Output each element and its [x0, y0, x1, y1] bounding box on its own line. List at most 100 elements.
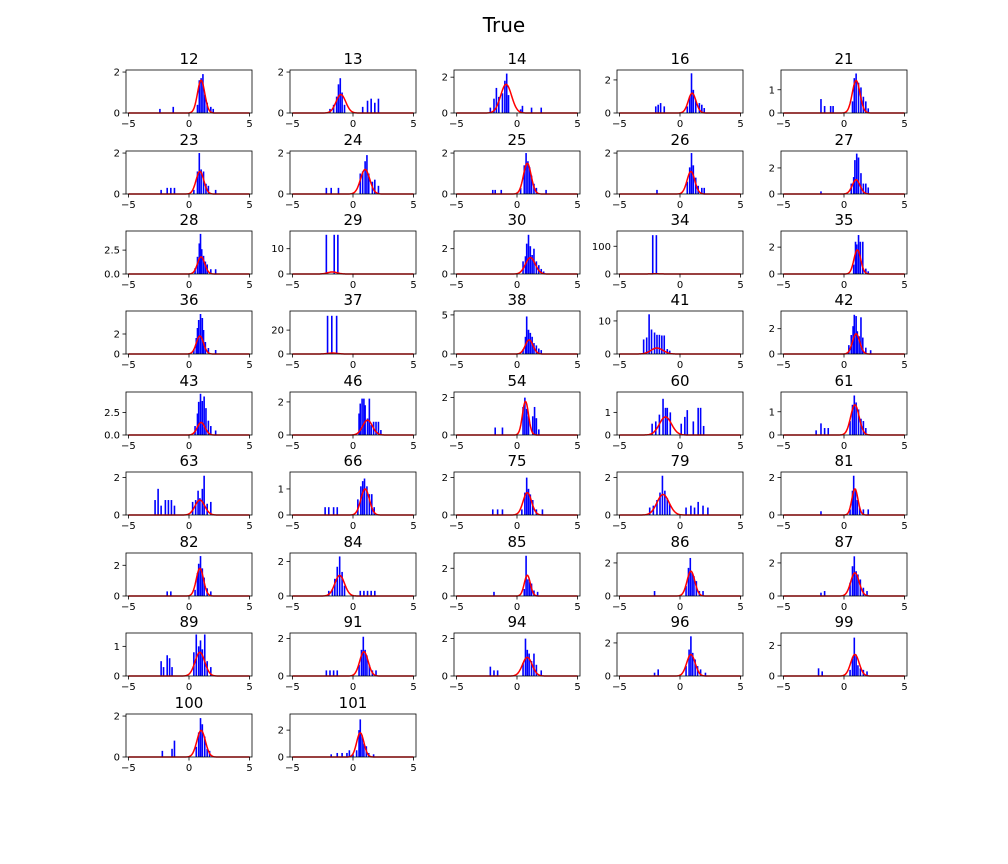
- histogram-bar: [654, 421, 657, 435]
- histogram-bar: [862, 96, 865, 113]
- histogram-bar: [370, 98, 372, 113]
- histogram-bar: [173, 505, 176, 515]
- y-tick-label: 1: [114, 642, 120, 653]
- y-tick-label: 2: [605, 638, 611, 649]
- density-curve: [128, 79, 250, 114]
- histogram-bar: [333, 234, 336, 274]
- axes-frame: [453, 150, 581, 195]
- x-tick-label: −5: [612, 280, 627, 291]
- histogram-bar: [203, 634, 206, 676]
- density-curve: [292, 93, 414, 114]
- x-tick-label: −5: [612, 200, 627, 211]
- histogram-bar: [166, 187, 168, 194]
- x-tick-label: 5: [246, 280, 252, 291]
- histogram-bar: [200, 78, 202, 113]
- histogram-bar: [346, 752, 348, 757]
- axes-frame: [289, 713, 417, 758]
- axes-frame: [453, 69, 581, 114]
- x-tick-label: −5: [449, 200, 464, 211]
- histogram-bar: [535, 418, 538, 435]
- histogram-bar: [202, 171, 205, 194]
- x-tick-label: 5: [737, 280, 743, 291]
- axes-frame: [780, 471, 908, 516]
- histogram-bar: [851, 404, 854, 435]
- histogram-bar: [214, 430, 217, 435]
- histogram-bar: [380, 430, 382, 435]
- x-tick-label: 0: [186, 763, 192, 774]
- histogram-bar: [363, 478, 366, 515]
- histogram-bar: [702, 425, 705, 435]
- x-tick-label: −5: [121, 200, 136, 211]
- histogram-bar: [375, 670, 377, 676]
- x-tick-label: −5: [776, 200, 791, 211]
- histogram-bar: [525, 316, 528, 354]
- histogram-bar: [194, 589, 196, 596]
- subplot-title: 12: [179, 50, 198, 68]
- x-tick-label: 5: [246, 521, 252, 532]
- x-tick-label: 5: [901, 200, 907, 211]
- histogram-bar: [325, 187, 328, 194]
- density-curve: [619, 92, 741, 114]
- y-tick-label: 2: [442, 244, 448, 255]
- histogram-bar: [519, 187, 522, 194]
- x-tick-label: 5: [410, 360, 416, 371]
- histogram-bar: [685, 586, 687, 596]
- y-tick-label: 2: [278, 149, 284, 160]
- subplot-title: 41: [670, 291, 689, 309]
- histogram-bar: [326, 315, 329, 354]
- x-tick-label: 0: [514, 521, 520, 532]
- x-tick-label: 0: [186, 521, 192, 532]
- histogram-bar: [851, 490, 854, 515]
- histogram-bar: [666, 498, 669, 515]
- subplot-title: 29: [343, 211, 362, 229]
- histogram-bar: [815, 430, 817, 435]
- histogram-bar: [692, 421, 695, 435]
- axes-frame: [453, 310, 581, 355]
- subplot-title: 24: [343, 131, 362, 149]
- histogram-bar: [199, 640, 202, 676]
- subplot-title: 26: [670, 131, 689, 149]
- x-tick-label: 5: [246, 119, 252, 130]
- histogram-bar: [330, 754, 332, 757]
- density-curve: [619, 347, 741, 355]
- histogram-bar: [366, 100, 369, 113]
- subplot-title: 34: [670, 211, 689, 229]
- histogram-bar: [692, 89, 695, 113]
- histogram-bar: [855, 402, 857, 435]
- subplot-title: 21: [834, 50, 853, 68]
- histogram-bar: [203, 577, 205, 596]
- histogram-bar: [170, 187, 172, 194]
- histogram-bar: [494, 189, 496, 194]
- x-tick-label: 5: [737, 602, 743, 613]
- histogram-bar: [692, 165, 695, 194]
- histogram-bar: [849, 421, 851, 435]
- histogram-bar: [196, 171, 199, 194]
- x-tick-label: 0: [514, 682, 520, 693]
- histogram-bar: [214, 269, 217, 274]
- histogram-bar: [525, 408, 528, 435]
- histogram-bar: [166, 655, 168, 676]
- histogram-bar: [493, 670, 495, 676]
- x-tick-label: 5: [410, 521, 416, 532]
- y-tick-label: 0.0: [104, 270, 120, 281]
- histogram-bar: [501, 427, 504, 435]
- x-tick-label: −5: [285, 521, 300, 532]
- y-tick-label: 0: [442, 190, 448, 201]
- x-tick-label: −5: [449, 360, 464, 371]
- histogram-bar: [335, 96, 338, 113]
- histogram-bar: [862, 509, 865, 515]
- axes-frame: [289, 391, 417, 436]
- histogram-bar: [359, 173, 362, 194]
- histogram-bar: [202, 74, 204, 113]
- histogram-bar: [375, 421, 377, 435]
- histogram-bar: [196, 104, 199, 113]
- y-tick-label: 0: [442, 350, 448, 361]
- y-tick-label: 1: [769, 407, 775, 418]
- axes-frame: [616, 552, 744, 597]
- histogram-bar: [160, 661, 162, 676]
